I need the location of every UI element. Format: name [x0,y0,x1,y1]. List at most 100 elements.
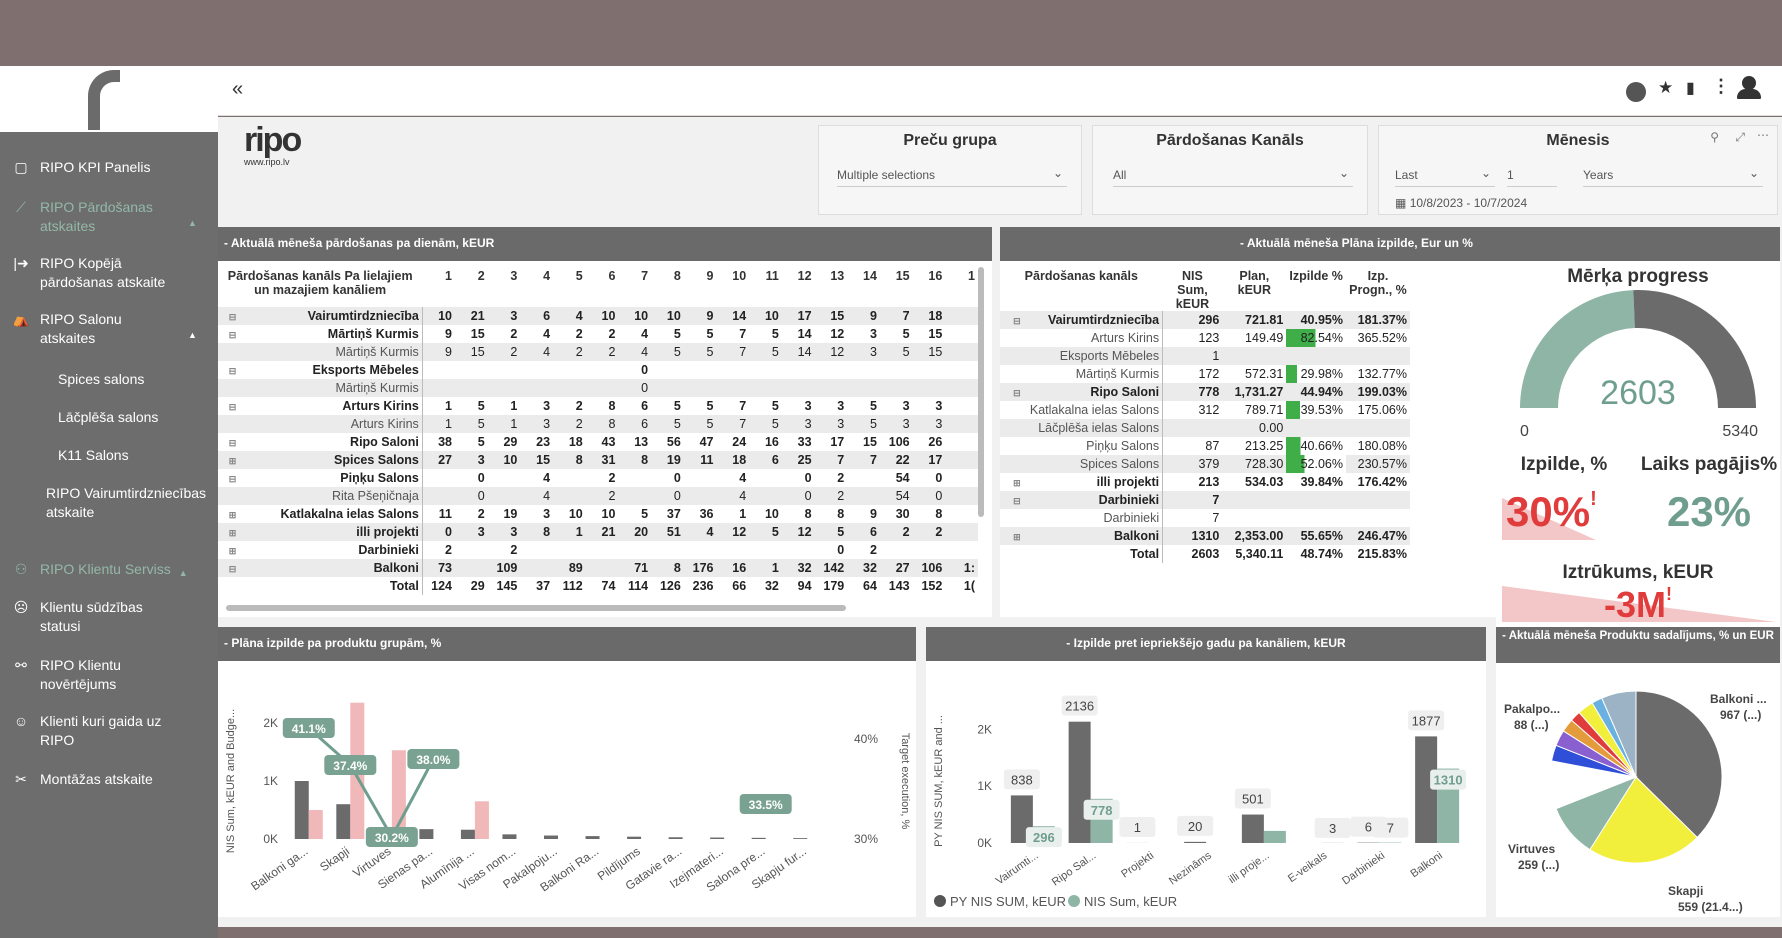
arrow-right-icon: |➜ [13,255,29,271]
daily-header-day[interactable]: 2 [477,269,485,283]
expand-row-icon[interactable]: ⊞ [228,546,237,556]
period-unit-dropdown[interactable]: Years ⌄ [1583,166,1763,187]
daily-cell: 18 [716,451,750,469]
star-icon[interactable]: ★ [1658,78,1674,97]
collapse-row-icon[interactable]: ⊟ [1013,316,1021,326]
chevron-up-icon[interactable]: ▲ [188,218,197,228]
daily-header-day[interactable]: 10 [732,269,747,283]
collapse-row-icon[interactable]: ⊟ [228,330,237,340]
plan-header-cell[interactable]: Izp. Progn., % [1349,269,1407,297]
daily-header-day[interactable]: 7 [641,269,649,283]
nav-item-klienti-gaida[interactable]: ☺ Klienti kuri gaida uz RIPO [10,712,210,750]
group-dropdown[interactable]: Multiple selections ⌄ [837,166,1067,187]
more-options-icon[interactable]: ⋯ [1757,128,1769,142]
daily-cell [847,469,880,487]
vertical-scrollbar[interactable] [978,267,984,517]
daily-cell: 0 [837,543,845,557]
daily-row-label: ⊟ Balkoni [218,559,423,577]
daily-header-day[interactable]: 13 [830,269,845,283]
nav-item-vairumtirdzniecibas[interactable]: RIPO Vairumtirdzniecības atskaite [46,485,207,520]
nav-item-lacplesa-salons[interactable]: Lāčplēša salons [58,409,159,425]
nis-bar [502,834,517,839]
daily-header-day[interactable]: 16 [928,269,943,283]
nav-item-pardosanas-atskaites[interactable]: ⟋ RIPO Pārdošanas atskaites ▲ [10,198,210,236]
collapse-row-icon[interactable]: ⊟ [228,564,237,574]
nav-item-klientu-novertejums[interactable]: ⚯ RIPO Klientu novērtējums [10,656,210,694]
horizontal-scrollbar[interactable] [226,605,846,611]
expand-row-icon[interactable]: ⊞ [1013,532,1021,542]
row-label-text: Balkoni [373,561,419,575]
daily-cell: 9 [869,507,877,521]
daily-cell: 124 [431,579,452,593]
daily-cell [945,487,978,505]
focus-mode-icon[interactable]: ⤢ [1735,130,1745,144]
nav-item-montazas-atskaite[interactable]: ✂ Montāžas atskaite [10,770,210,789]
plan-progn-cell: 199.03% [1345,383,1410,401]
collapse-sidebar-icon[interactable]: « [232,78,244,100]
user-avatar-icon[interactable] [1736,74,1762,100]
period-count-input[interactable]: 1 [1507,168,1557,187]
plan-header-cell[interactable]: Pārdošanas kanāls [1024,269,1138,283]
daily-header-day[interactable]: 3 [510,269,518,283]
collapse-row-icon[interactable]: ⊟ [1013,496,1021,506]
daily-cell: 2 [445,543,452,557]
plan-header-cell[interactable]: Plan, kEUR [1237,269,1271,297]
daily-header-day[interactable]: 9 [706,269,714,283]
daily-header-day[interactable]: 12 [797,269,812,283]
daily-header-day[interactable]: 15 [895,269,910,283]
laiks-value: 23% [1666,488,1752,535]
daily-header-channel[interactable]: Pārdošanas kanāls Pa lielajiem un mazaji… [227,269,413,297]
collapse-row-icon[interactable]: ⊟ [228,402,237,412]
collapse-row-icon[interactable]: ⊟ [228,312,237,322]
gauge-value: 2603 [1600,374,1676,412]
nav-item-spices-salons[interactable]: Spices salons [58,371,145,387]
expand-row-icon[interactable]: ⊞ [1013,478,1021,488]
plan-nis-cell: 1310 [1162,527,1223,545]
daily-cell: 10 [585,307,619,325]
daily-cell: 11 [438,507,452,521]
y-tick-label: 0K [977,836,992,850]
plan-row-label: Katlakalna ielas Salons [1000,401,1164,419]
daily-header-day[interactable]: 8 [673,269,681,283]
plan-row-label: ⊞ Balkoni [1000,527,1164,545]
daily-cell: 18 [568,435,583,449]
expand-row-icon[interactable]: ⊞ [228,510,237,520]
period-mode-dropdown[interactable]: Last ⌄ [1395,166,1495,187]
collapse-row-icon[interactable]: ⊟ [228,438,237,448]
daily-cell: 5 [683,343,717,361]
nav-item-kopeja-atskaite[interactable]: |➜ RIPO Kopējā pārdošanas atskaite [10,254,210,292]
daily-header-day[interactable]: 6 [608,269,616,283]
daily-header-day[interactable]: 1 [445,269,452,283]
nav-item-klientu-serviss[interactable]: ⚇ RIPO Klientu Serviss ▲ [10,560,210,583]
bookmark-icon[interactable]: ▮ [1686,80,1695,97]
daily-header-day[interactable]: 14 [863,269,877,283]
status-dot-icon[interactable] [1626,82,1646,102]
date-range[interactable]: ▦ 10/8/2023 - 10/7/2024 [1395,196,1528,210]
filter-icon[interactable]: ⚲ [1710,130,1719,144]
nav-item-salonu-atskaites[interactable]: ⛺ RIPO Salonu atskaites ▲ [10,310,210,348]
daily-header-day[interactable]: 1 [968,269,975,283]
channel-dropdown[interactable]: All ⌄ [1113,166,1353,187]
plan-header-cell[interactable]: Izpilde % [1289,269,1343,283]
nis-bar [668,837,683,839]
nav-item-sudzibas-statusi[interactable]: ☹ Klientu sūdzības statusi [10,598,210,636]
daily-header-day[interactable]: 5 [575,269,583,283]
daily-header-day[interactable]: 11 [765,269,779,283]
plan-izpilde-cell: 39.53% [1286,401,1346,419]
daily-cell: 6 [847,523,880,541]
collapse-row-icon[interactable]: ⊟ [228,366,237,376]
chevron-up-icon[interactable]: ▲ [188,330,197,340]
daily-cell: 21 [454,307,488,325]
daily-header-day[interactable]: 4 [543,269,551,283]
nav-item-k11-salons[interactable]: K11 Salons [58,447,129,463]
expand-row-icon[interactable]: ⊞ [228,456,237,466]
chevron-up-icon[interactable]: ▲ [178,568,188,578]
more-options-icon[interactable]: ⋮ [1712,76,1730,96]
daily-cell [422,361,455,379]
collapse-row-icon[interactable]: ⊟ [228,474,237,484]
nav-item-kpi-panelis[interactable]: ▢ RIPO KPI Panelis [10,158,200,177]
collapse-row-icon[interactable]: ⊟ [1013,388,1021,398]
expand-row-icon[interactable]: ⊞ [228,528,237,538]
plan-header-cell[interactable]: NIS Sum, kEUR [1175,269,1210,311]
daily-table-row: Mārtiņš Kurmis 9 15 2 4 2 2 4 5 5 7 5 14 12 3 5 15 [218,343,978,361]
